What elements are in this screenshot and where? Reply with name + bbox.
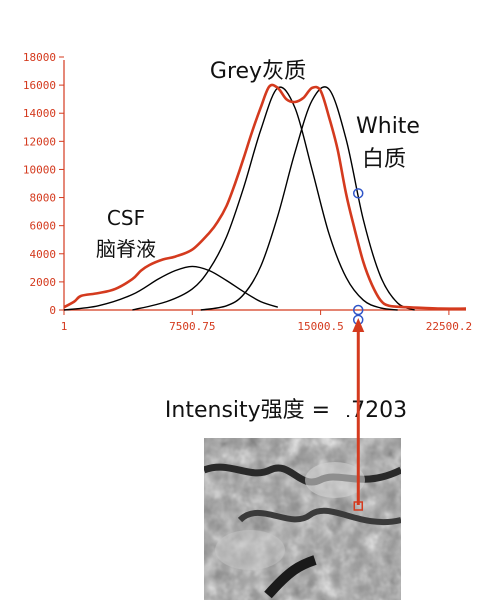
histogram-curve bbox=[63, 83, 467, 310]
x-tick-label: 15000.5 bbox=[297, 320, 343, 333]
pixel-marker bbox=[353, 501, 364, 511]
y-tick-label: 2000 bbox=[30, 276, 57, 289]
x-tick-label: 1 bbox=[61, 320, 68, 333]
mri-inset-image bbox=[204, 438, 401, 600]
y-tick-label: 18000 bbox=[23, 51, 56, 64]
intensity-pointer-arrow bbox=[352, 318, 365, 511]
readout-mask bbox=[339, 396, 347, 424]
x-axis-ticks: 1 7500.75 15000.5 22500.2 bbox=[61, 310, 472, 333]
y-tick-label: 6000 bbox=[30, 220, 57, 233]
y-tick-label: 4000 bbox=[30, 248, 57, 261]
pointer-arrowhead bbox=[352, 318, 365, 332]
grey-matter-label: Grey灰质 bbox=[210, 59, 306, 84]
x-tick-label: 22500.2 bbox=[426, 320, 472, 333]
histogram-line bbox=[63, 83, 467, 310]
csf-label-chinese: 脑脊液 bbox=[96, 237, 156, 261]
white-matter-label: White bbox=[356, 114, 420, 139]
gaussian-fit-line-1 bbox=[63, 265, 279, 311]
intensity-readout: Intensity强度 = 17203 bbox=[165, 398, 407, 423]
intensity-marker bbox=[352, 188, 364, 199]
y-tick-label: 10000 bbox=[23, 163, 56, 176]
y-tick-label: 14000 bbox=[23, 107, 56, 120]
y-tick-label: 16000 bbox=[23, 79, 56, 92]
y-axis-ticks: 0 2000 4000 6000 8000 10000 12000 14000 16000 180… bbox=[23, 51, 64, 317]
y-tick-label: 12000 bbox=[23, 135, 56, 148]
x-tick-label: 7500.75 bbox=[169, 320, 215, 333]
gaussian-fit-line-3 bbox=[200, 86, 415, 311]
white-matter-label-chinese: 白质 bbox=[362, 147, 406, 172]
y-tick-label: 8000 bbox=[30, 192, 57, 205]
intensity-marker bbox=[352, 304, 364, 316]
y-tick-label: 0 bbox=[49, 304, 56, 317]
plot-area: 0 2000 4000 6000 8000 10000 12000 14000 16000 180… bbox=[23, 51, 472, 333]
csf-label: CSF bbox=[107, 206, 145, 230]
